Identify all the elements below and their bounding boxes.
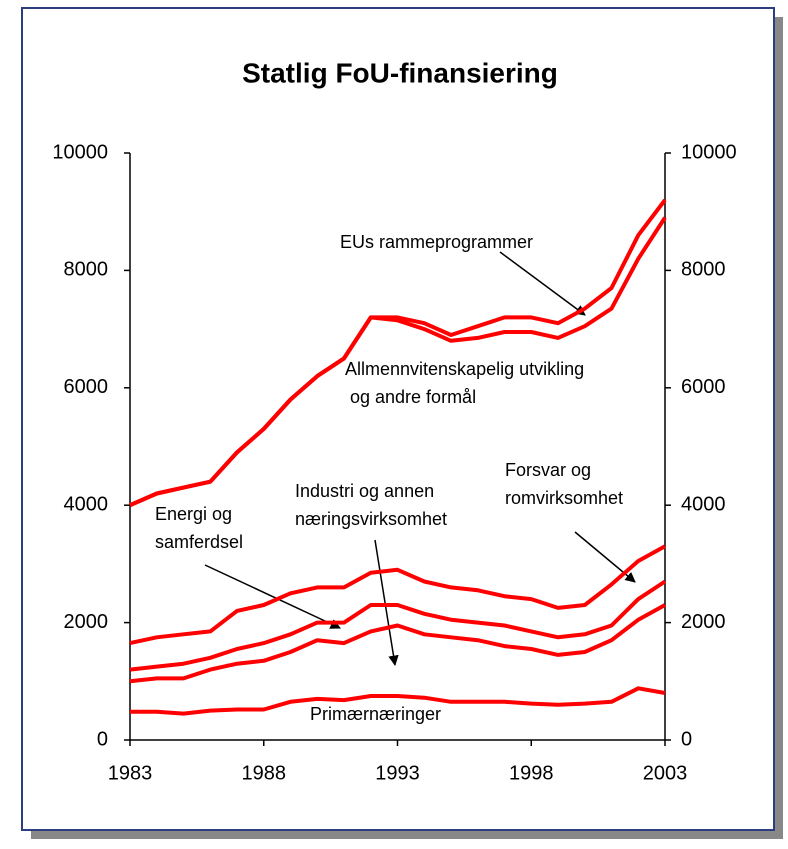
y-tick-label: 4000 — [64, 493, 109, 515]
y2-tick-label: 8000 — [681, 259, 726, 281]
arrow — [499, 251, 586, 316]
annotation: og andre formål — [350, 387, 476, 407]
annotation: Industri og annen — [295, 481, 434, 501]
series-line — [129, 198, 667, 508]
y2-tick-label: 6000 — [681, 376, 726, 398]
annotation: EUs rammeprogrammer — [340, 232, 533, 252]
y2-tick-label: 2000 — [681, 611, 726, 633]
series-line — [129, 544, 666, 646]
series-line — [129, 579, 667, 672]
y-tick-label: 2000 — [64, 611, 109, 633]
frame — [21, 7, 775, 831]
annotation: samferdsel — [155, 532, 243, 552]
annotation: Allmennvitenskapelig utvikling — [345, 359, 584, 379]
y-tick-label: 0 — [97, 728, 108, 750]
annotation: Primærnæringer — [310, 704, 441, 724]
y2-tick-label: 0 — [681, 728, 692, 750]
y-tick-label: 10000 — [52, 141, 108, 163]
arrow — [374, 539, 399, 667]
y-tick-label: 8000 — [64, 259, 109, 281]
x-tick-label: 2003 — [643, 762, 688, 784]
annotation: Forsvar og — [505, 460, 591, 480]
arrow — [204, 564, 341, 629]
series-line — [130, 686, 666, 716]
annotation: næringsvirksomhet — [295, 509, 447, 529]
x-tick-label: 1993 — [375, 762, 420, 784]
chart-title: Statlig FoU-finansiering — [242, 57, 558, 88]
x-tick-label: 1988 — [242, 762, 287, 784]
y2-tick-label: 10000 — [681, 141, 737, 163]
y2-tick-label: 4000 — [681, 493, 726, 515]
annotation: romvirksomhet — [505, 488, 623, 508]
y-tick-label: 6000 — [64, 376, 109, 398]
x-tick-label: 1998 — [509, 762, 554, 784]
x-tick-label: 1983 — [108, 762, 153, 784]
series-line — [129, 603, 666, 684]
annotation: Energi og — [155, 504, 232, 524]
